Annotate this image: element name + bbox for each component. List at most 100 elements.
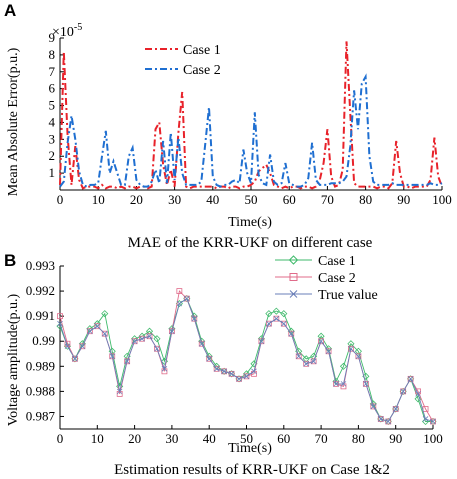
data-point-case-2 bbox=[385, 418, 392, 425]
data-point-true-value bbox=[340, 381, 347, 387]
legend-case2-label: Case 2 bbox=[183, 63, 221, 78]
legend-b-true-label: True value bbox=[318, 288, 378, 303]
data-point-true-value bbox=[348, 345, 354, 352]
x-tick-label: 0 bbox=[57, 431, 64, 446]
data-point-case-2 bbox=[79, 343, 86, 350]
data-point-case-2 bbox=[303, 360, 310, 367]
y-tick-label: 0.991 bbox=[26, 308, 55, 323]
data-point-true-value bbox=[198, 340, 205, 347]
x-tick-label: 50 bbox=[240, 431, 253, 446]
data-point-case-2 bbox=[221, 368, 228, 375]
y-tick-label: 2 bbox=[49, 148, 56, 163]
data-point-true-value bbox=[363, 381, 369, 387]
data-point-case-2 bbox=[273, 315, 280, 322]
legend-case1-label: Case 1 bbox=[183, 43, 221, 58]
data-point-true-value bbox=[79, 343, 86, 350]
legend-b-case1-label: Case 1 bbox=[318, 254, 356, 269]
y-tick-label: 5 bbox=[49, 98, 56, 113]
data-point-case-2 bbox=[422, 406, 429, 412]
data-point-true-value bbox=[370, 403, 377, 410]
data-point-true-value bbox=[430, 418, 436, 425]
data-point-case-2 bbox=[318, 338, 325, 345]
data-point-true-value bbox=[206, 356, 212, 362]
data-point-case-2 bbox=[288, 330, 295, 337]
data-point-case-2 bbox=[295, 353, 302, 360]
data-point-case-1 bbox=[407, 375, 415, 383]
data-point-true-value bbox=[295, 353, 302, 360]
data-point-true-value bbox=[415, 391, 421, 397]
data-point-case-1 bbox=[265, 310, 273, 318]
series-line-case-2 bbox=[59, 73, 443, 188]
panel-b-plot: 0 10 20 30 40 50 60 70 80 90 100 0.987 0.988 0.989 0.9… bbox=[26, 258, 443, 446]
x-tick-label: 60 bbox=[277, 431, 290, 446]
panel-b: B 0 10 20 30 40 50 60 70 80 90 1000.9870.9880.9890… bbox=[4, 251, 443, 478]
data-point-case-1 bbox=[272, 307, 280, 315]
data-point-true-value bbox=[146, 333, 153, 339]
data-point-case-2 bbox=[370, 403, 377, 410]
data-point-true-value bbox=[131, 338, 138, 345]
data-point-case-2 bbox=[57, 313, 63, 320]
data-point-case-2 bbox=[377, 416, 384, 422]
data-point-true-value bbox=[101, 330, 108, 337]
data-point-case-2 bbox=[86, 328, 93, 335]
panel-b-caption: Estimation results of KRR-UKF on Case 1&… bbox=[114, 462, 390, 478]
legend-b-case2-label: Case 2 bbox=[318, 271, 356, 286]
data-point-case-2 bbox=[392, 406, 399, 412]
data-point-true-value bbox=[94, 323, 101, 329]
data-point-case-2 bbox=[362, 380, 369, 387]
panel-a-plot: 0 10 20 30 40 50 60 70 80 90 100 1 2 3 45 6 7 8 9 bbox=[49, 30, 452, 207]
x-tick-label: 30 bbox=[165, 431, 178, 446]
panel-b-letter: B bbox=[4, 251, 16, 270]
y-tick-label: 1 bbox=[49, 165, 56, 180]
data-point-case-2 bbox=[355, 353, 362, 360]
data-point-case-1 bbox=[339, 362, 348, 370]
data-point-case-2 bbox=[191, 315, 198, 322]
x-tick-label: 20 bbox=[130, 192, 143, 207]
data-point-true-value bbox=[400, 388, 406, 395]
data-point-case-1 bbox=[414, 395, 422, 403]
data-point-case-2 bbox=[325, 348, 332, 355]
x-tick-label: 70 bbox=[315, 431, 328, 446]
panel-a-caption: MAE of the KRR-UKF on different case bbox=[128, 235, 373, 251]
x-tick-label: 20 bbox=[128, 431, 141, 446]
legend-b-true-marker bbox=[289, 290, 298, 298]
x-tick-label: 10 bbox=[91, 431, 104, 446]
data-point-case-2 bbox=[109, 353, 116, 360]
data-point-true-value bbox=[385, 418, 392, 425]
y-tick-label: 6 bbox=[49, 81, 56, 96]
data-point-true-value bbox=[64, 343, 71, 350]
y-tick-label: 0.99 bbox=[32, 333, 55, 348]
y-tick-label: 0.989 bbox=[26, 358, 55, 373]
data-point-case-2 bbox=[236, 375, 242, 382]
data-point-true-value bbox=[243, 373, 250, 380]
series-line-case-2 bbox=[59, 290, 434, 423]
data-point-case-1 bbox=[183, 295, 191, 303]
data-point-case-1 bbox=[71, 355, 79, 363]
data-point-true-value bbox=[161, 366, 168, 372]
x-tick-label: 40 bbox=[203, 431, 216, 446]
y-tick-label: 0.993 bbox=[26, 258, 55, 273]
panel-a-exponent: ×10-5 bbox=[52, 22, 82, 40]
panel-a-letter: A bbox=[4, 1, 16, 20]
data-point-case-2 bbox=[139, 335, 145, 342]
y-tick-label: 0.988 bbox=[26, 383, 55, 398]
y-tick-label: 7 bbox=[49, 64, 56, 79]
data-point-true-value bbox=[116, 388, 123, 395]
data-point-case-2 bbox=[310, 358, 317, 365]
panel-b-xlabel: Time(s) bbox=[228, 441, 272, 456]
x-tick-label: 100 bbox=[432, 192, 452, 207]
data-point-true-value bbox=[139, 335, 145, 342]
panel-a-legend: Case 1 Case 2 bbox=[145, 43, 221, 78]
data-point-true-value bbox=[273, 315, 280, 322]
data-point-case-2 bbox=[124, 358, 131, 365]
data-point-case-1 bbox=[377, 415, 385, 423]
data-point-true-value bbox=[333, 381, 339, 387]
panel-b-ylabel: Voltage amplitude(p.u.) bbox=[6, 294, 21, 427]
legend-b-case1-marker bbox=[288, 255, 299, 265]
data-point-case-1 bbox=[145, 327, 154, 335]
x-tick-label: 50 bbox=[245, 192, 258, 207]
data-point-case-1 bbox=[63, 342, 72, 350]
data-point-true-value bbox=[303, 361, 309, 367]
x-tick-label: 90 bbox=[397, 192, 410, 207]
